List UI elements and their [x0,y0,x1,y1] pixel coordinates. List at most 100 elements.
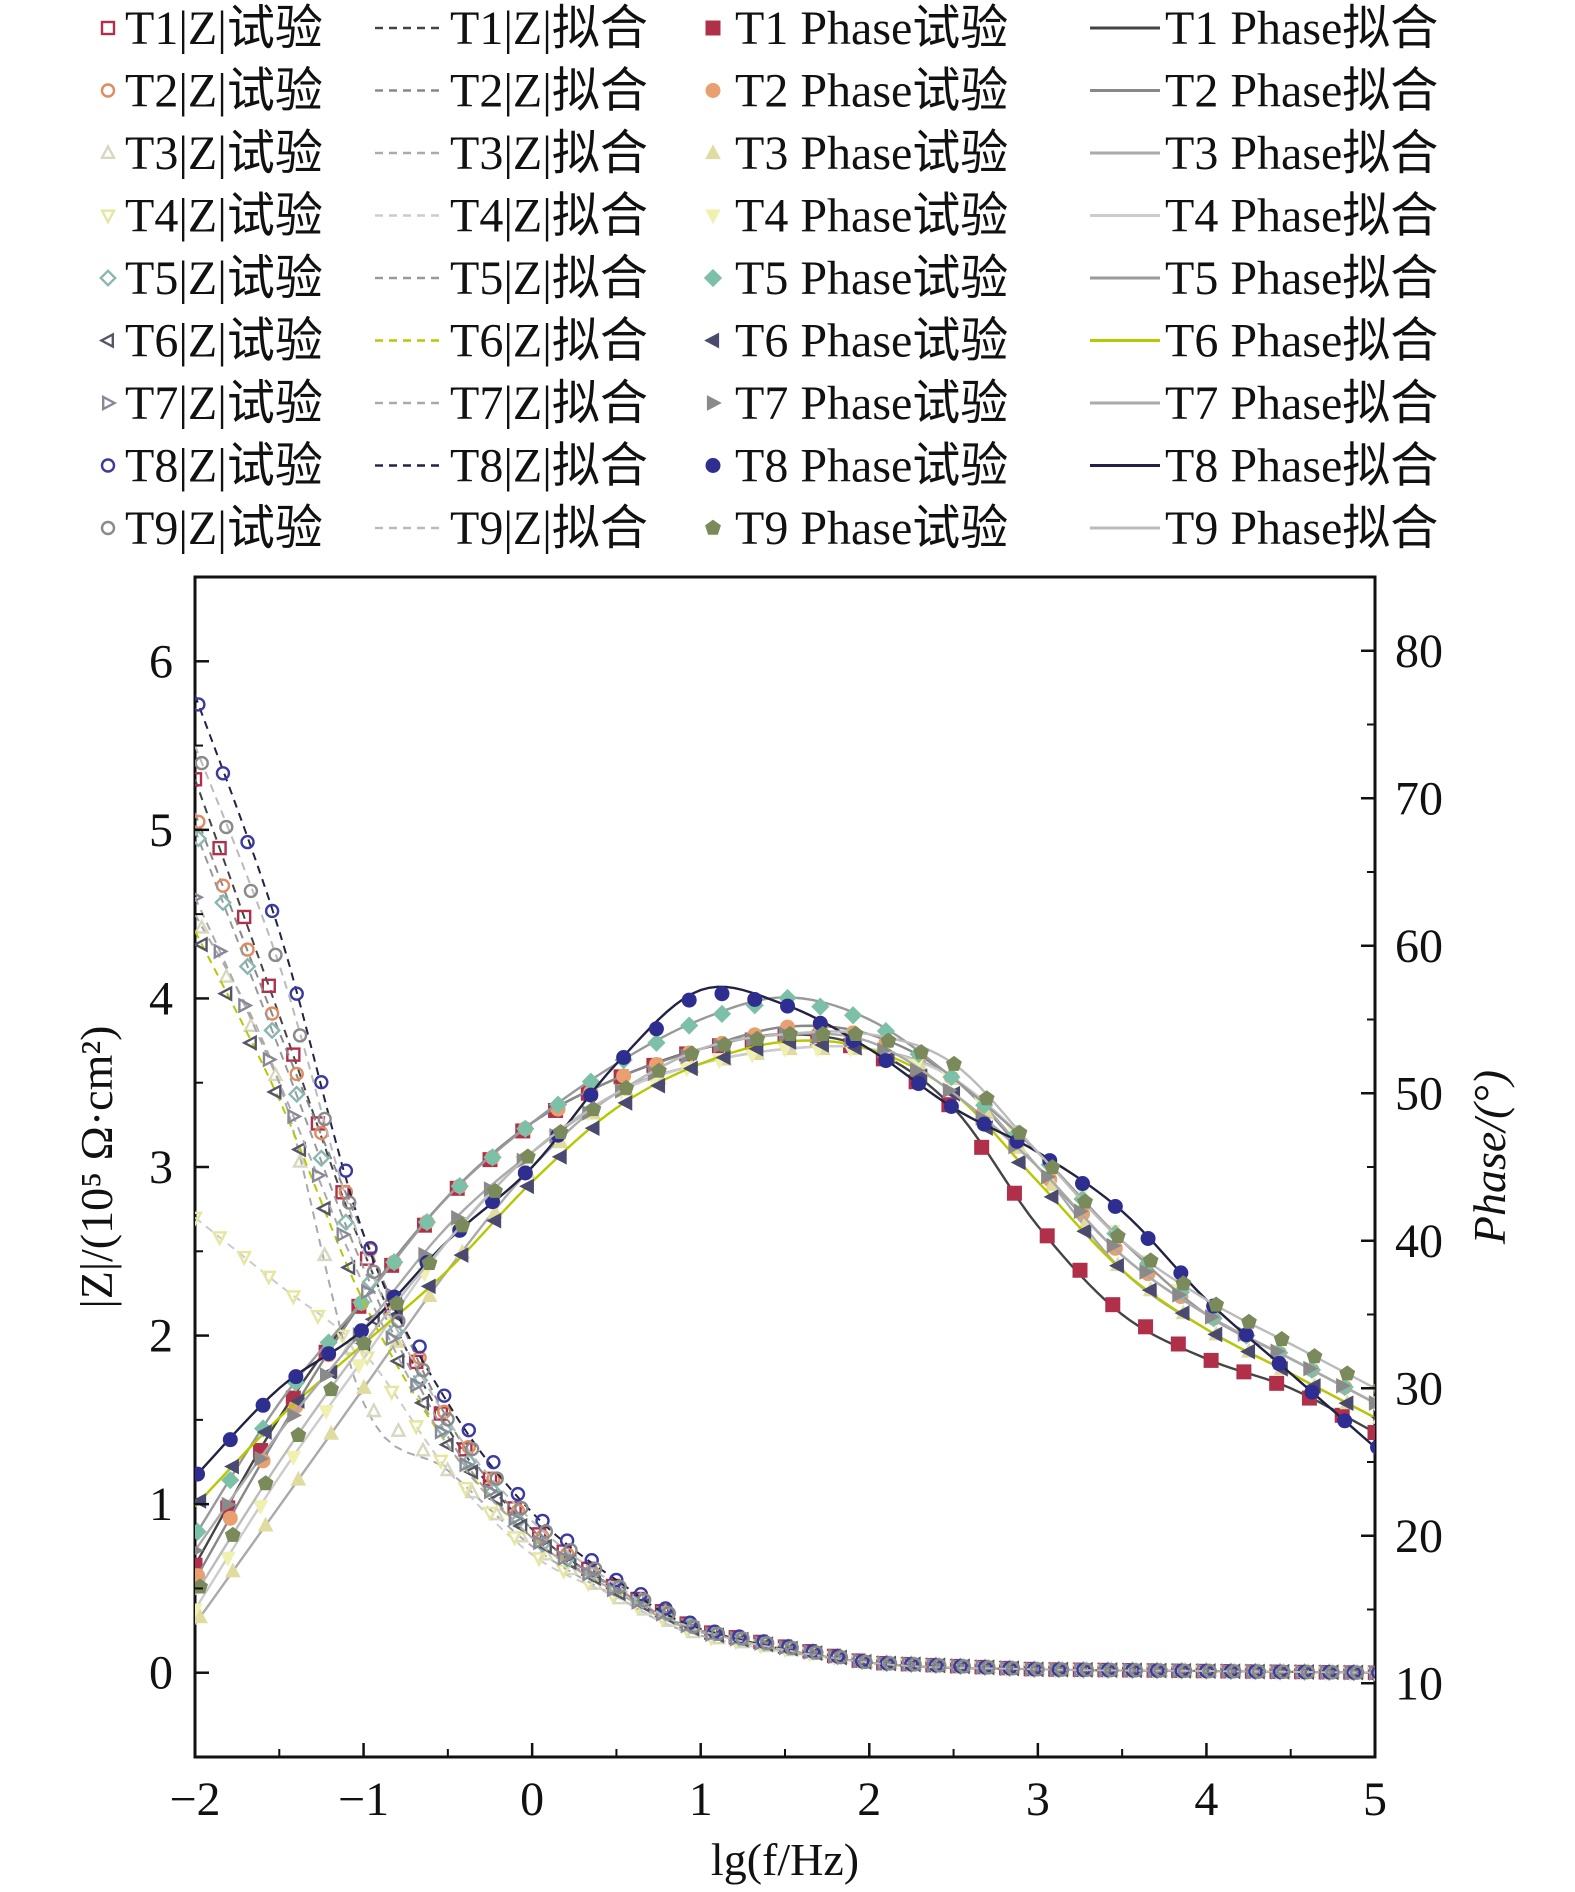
phase-data-point [1109,1227,1126,1243]
z-data-point [240,834,255,850]
phase-data-point [195,1603,203,1619]
legend-item: T7 Phase试验 [706,377,1008,430]
phase-data-point [716,1036,733,1052]
phase-data-point [195,1578,208,1594]
phase-data-point [318,1405,334,1420]
phase-data-point [420,1278,436,1295]
z-data-point [214,893,232,912]
z-data-point [457,1481,474,1498]
legend-marker [99,269,117,287]
z-data-point [1030,1662,1045,1677]
z-data-point [584,1553,599,1568]
legend-item: T2|Z|试验 [100,65,323,118]
phase-data-point [1338,1395,1354,1412]
z-data-point [506,1531,523,1547]
z-data-point [735,1631,750,1646]
phase-data-point [1304,1384,1320,1400]
phase-data-point [647,1033,666,1052]
legend-label: T5|Z|试验 [125,252,323,305]
x-tick-label: 5 [1363,1773,1387,1826]
z-data-point [1371,1666,1375,1680]
z-data-point [531,1552,548,1568]
z-data-point [195,892,205,903]
legend-label: T8|Z|拟合 [450,440,648,493]
z-data-point [219,819,234,835]
phase-data-point [1273,1330,1290,1347]
z-data-point [464,1441,480,1457]
z-data-point [287,1108,303,1125]
z-data-point [389,1353,405,1370]
phase-data-point [450,1176,469,1196]
phase-data-point [321,1346,337,1362]
phase-data-point [224,1458,239,1475]
phase-data-point [847,1025,864,1041]
phase-data-point [486,1212,502,1229]
series-T4 [195,1042,1375,1682]
z-data-point [390,1421,407,1437]
plot-area-frame [193,575,1377,1759]
phase-data-point [648,1021,664,1037]
phase-data-point [651,1062,667,1078]
z-data-point [285,1290,302,1306]
z-data-point [266,1083,282,1100]
phase-data-point [1372,1418,1375,1424]
phase-data-point [1141,1282,1157,1299]
z-data-point [482,1506,498,1522]
z-data-point [512,1517,528,1534]
z-data-point [1104,1662,1119,1678]
z-data-point [365,1402,382,1418]
x-tick-label: −1 [338,1773,389,1826]
phase-data-point [878,1053,894,1069]
phase-data-point [1139,1264,1155,1280]
z-data-point [1177,1663,1193,1679]
phase-data-point [483,1148,502,1167]
z-data-point [413,1394,429,1411]
z-data-point [637,1592,652,1608]
phase-data-point [1269,1375,1285,1391]
legend-item: T1|Z|试验 [100,2,323,55]
z-data-point [461,1423,476,1438]
y-left-tick-label: 4 [149,972,173,1025]
phase-data-point [942,1082,958,1099]
phase-data-point [221,1496,237,1513]
z-data-point [557,1550,573,1567]
legend-item: T5|Z|试验 [99,252,323,305]
legend-item: T8 Phase拟合 [1090,440,1438,493]
z-data-point [195,697,206,712]
legend-item: T6 Phase试验 [704,315,1008,368]
legend-label: T1|Z|试验 [125,2,323,55]
phase-data-point [682,1060,698,1077]
z-data-point [267,1065,284,1082]
phase-data-point [320,1367,335,1383]
phase-fit-line [195,1033,1375,1566]
phase-data-point [1306,1348,1323,1364]
legend-label: T3 Phase试验 [735,127,1008,180]
z-data-point [309,1309,326,1326]
legend-item: T6|Z|试验 [98,315,323,368]
phase-data-point [1241,1313,1257,1329]
z-data-point [438,1436,454,1453]
phase-data-point [421,1287,438,1303]
z-data-point [260,1270,277,1286]
z-data-point [437,1388,452,1403]
z-data-point [391,1313,406,1329]
phase-data-point [323,1381,340,1397]
phase-data-point [910,1062,925,1079]
z-data-point [784,1640,799,1656]
phase-data-point [714,986,730,1002]
phase-data-point [257,1475,274,1491]
phase-data-point [257,1516,274,1532]
z-data-point [243,883,259,899]
z-data-point [316,1245,333,1262]
y-right-tick-label: 80 [1395,625,1443,678]
z-data-point [238,997,254,1014]
legend-label: T5|Z|拟合 [450,252,648,305]
z-data-point [410,1377,426,1394]
z-data-point [833,1650,849,1665]
legend-label: T8 Phase试验 [735,440,1008,493]
legend-item: T5 Phase拟合 [1090,252,1438,305]
z-data-point [1374,1670,1375,1676]
z-data-point [1079,1662,1094,1678]
phase-data-point [1138,1319,1154,1335]
phase-data-point [1072,1262,1088,1278]
